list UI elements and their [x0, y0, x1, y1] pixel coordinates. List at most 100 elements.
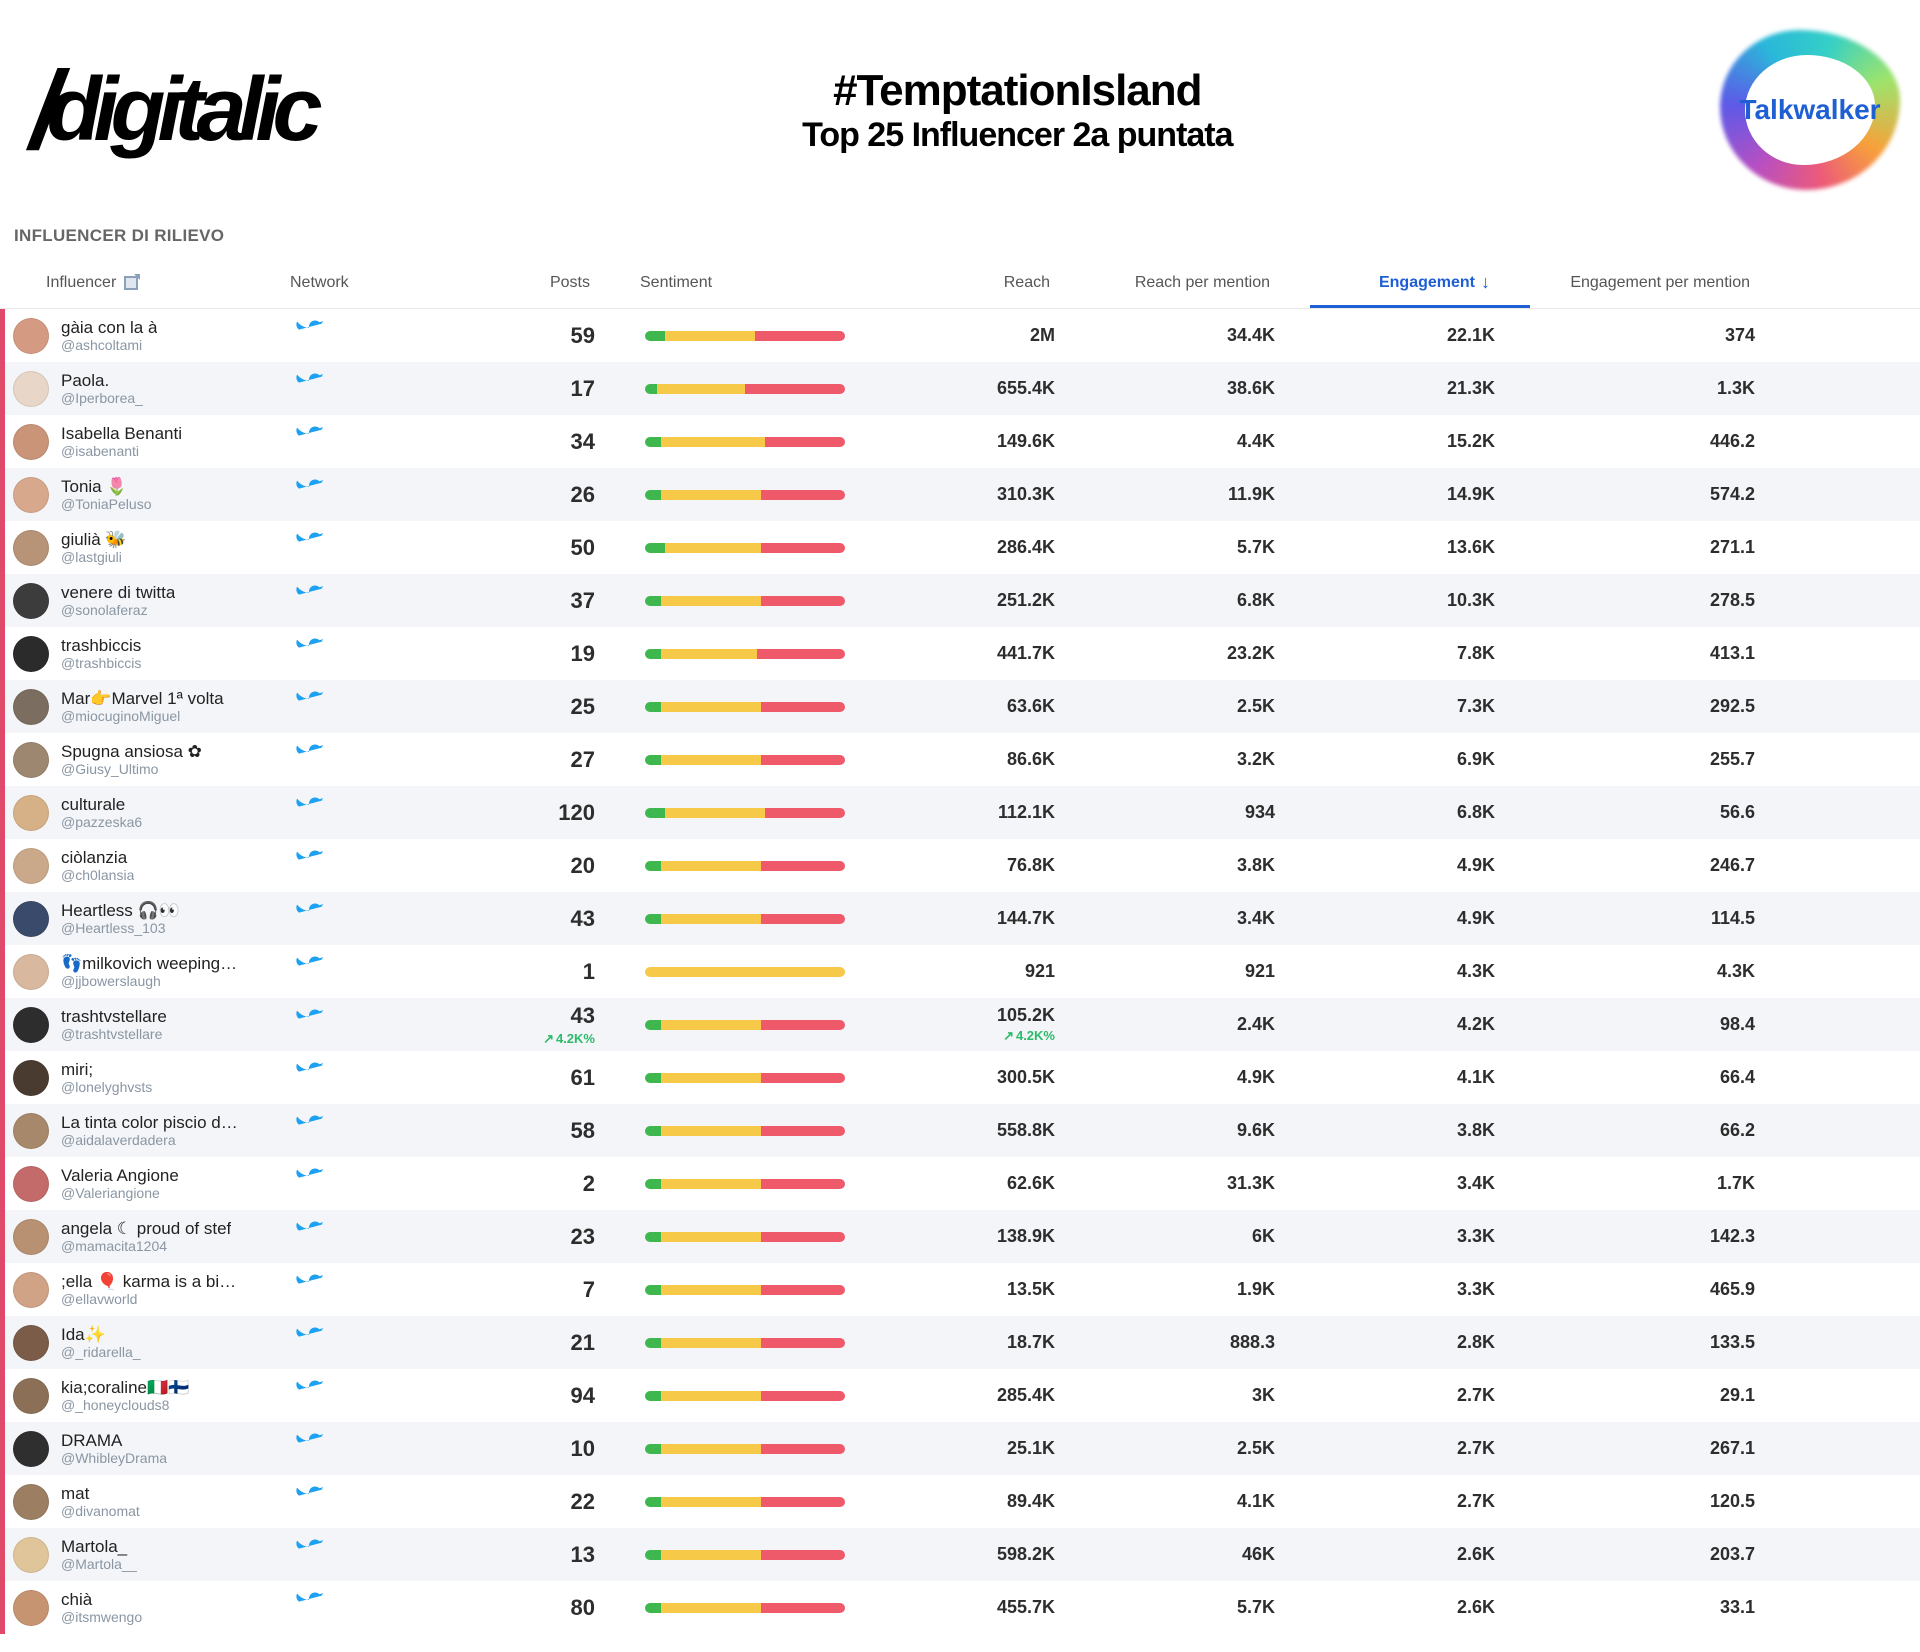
- table-row[interactable]: Mar👉Marvel 1ª volta @miocuginoMiguel 25 …: [0, 680, 1920, 733]
- reach-per-mention-value: 3K: [1095, 1385, 1315, 1406]
- table-row[interactable]: culturale @pazzeska6 120 112.1K 934 6.8K…: [0, 786, 1920, 839]
- engagement-per-mention-value: 292.5: [1535, 696, 1795, 717]
- col-engagement-sorted[interactable]: Engagement ↓: [1310, 272, 1530, 308]
- col-influencer[interactable]: Influencer: [0, 274, 280, 292]
- engagement-per-mention-value: 278.5: [1535, 590, 1795, 611]
- influencer-handle: @trashbiccis: [61, 655, 141, 671]
- avatar: [13, 477, 49, 513]
- table-row[interactable]: ciòlanzia @ch0lansia 20 76.8K 3.8K 4.9K …: [0, 839, 1920, 892]
- influencer-name: Mar👉Marvel 1ª volta: [61, 689, 224, 709]
- table-row[interactable]: angela ☾ proud of stef @mamacita1204 23 …: [0, 1210, 1920, 1263]
- engagement-per-mention-value: 574.2: [1535, 484, 1795, 505]
- engagement-value: 14.9K: [1315, 484, 1535, 505]
- influencer-name: 👣milkovich weeping…: [61, 954, 237, 974]
- table-row[interactable]: ;ella 🎈 karma is a bi… @ellavworld 7 13.…: [0, 1263, 1920, 1316]
- engagement-value: 10.3K: [1315, 590, 1535, 611]
- table-row[interactable]: miri; @lonelyghvsts 61 300.5K 4.9K 4.1K …: [0, 1051, 1920, 1104]
- engagement-per-mention-value: 374: [1535, 325, 1795, 346]
- engagement-per-mention-value: 246.7: [1535, 855, 1795, 876]
- col-engagement-per-mention[interactable]: Engagement per mention: [1530, 274, 1790, 292]
- posts-value: 22: [455, 1489, 635, 1515]
- influencer-name: Heartless 🎧👀: [61, 901, 180, 921]
- table-row[interactable]: DRAMA @WhibleyDrama 10 25.1K 2.5K 2.7K 2…: [0, 1422, 1920, 1475]
- influencer-name: Paola.: [61, 371, 143, 391]
- col-network[interactable]: Network: [280, 274, 450, 292]
- twitter-icon: [295, 1589, 325, 1627]
- sentiment-bar: [635, 1020, 895, 1030]
- table-row[interactable]: Ida✨ @_ridarella_ 21 18.7K 888.3 2.8K 13…: [0, 1316, 1920, 1369]
- table-row[interactable]: Isabella Benanti @isabenanti 34 149.6K 4…: [0, 415, 1920, 468]
- posts-value: 61: [455, 1065, 635, 1091]
- engagement-value: 3.8K: [1315, 1120, 1535, 1141]
- table-row[interactable]: mat @divanomat 22 89.4K 4.1K 2.7K 120.5: [0, 1475, 1920, 1528]
- table-row[interactable]: venere di twitta @sonolaferaz 37 251.2K …: [0, 574, 1920, 627]
- posts-delta: 4.2K%: [465, 1031, 595, 1047]
- sentiment-bar: [635, 1285, 895, 1295]
- avatar: [13, 689, 49, 725]
- influencer-name-block: culturale @pazzeska6: [61, 795, 142, 831]
- talkwalker-logo: Talkwalker: [1720, 30, 1900, 190]
- engagement-per-mention-value: 203.7: [1535, 1544, 1795, 1565]
- influencer-handle: @ashcoltami: [61, 337, 157, 353]
- influencer-name: trashbiccis: [61, 636, 141, 656]
- table-body: gàia con la à @ashcoltami 59 2M 34.4K 22…: [0, 309, 1920, 1634]
- avatar: [13, 1166, 49, 1202]
- table-row[interactable]: Martola_ @Martola__ 13 598.2K 46K 2.6K 2…: [0, 1528, 1920, 1581]
- col-posts[interactable]: Posts: [450, 274, 630, 292]
- reach-value: 455.7K: [895, 1597, 1095, 1618]
- posts-value: 434.2K%: [455, 1003, 635, 1047]
- reach-value: 86.6K: [895, 749, 1095, 770]
- twitter-icon: [295, 423, 325, 461]
- table-row[interactable]: trashtvstellare @trashtvstellare 434.2K%…: [0, 998, 1920, 1051]
- influencer-name-block: ciòlanzia @ch0lansia: [61, 848, 134, 884]
- engagement-value: 4.1K: [1315, 1067, 1535, 1088]
- influencer-name: miri;: [61, 1060, 152, 1080]
- col-sentiment[interactable]: Sentiment: [630, 274, 890, 292]
- influencer-name: Spugna ansiosa ✿: [61, 742, 202, 762]
- sentiment-bar: [635, 967, 895, 977]
- table-row[interactable]: giulià 🐝 @lastgiuli 50 286.4K 5.7K 13.6K…: [0, 521, 1920, 574]
- reach-per-mention-value: 6.8K: [1095, 590, 1315, 611]
- twitter-icon: [295, 847, 325, 885]
- influencer-handle: @divanomat: [61, 1503, 140, 1519]
- influencer-name: kia;coraline🇮🇹🇫🇮: [61, 1378, 189, 1398]
- sentiment-bar: [635, 914, 895, 924]
- avatar: [13, 1537, 49, 1573]
- twitter-icon: [295, 1112, 325, 1150]
- twitter-icon: [295, 1006, 325, 1044]
- influencer-name-block: venere di twitta @sonolaferaz: [61, 583, 175, 619]
- engagement-value: 4.2K: [1315, 1014, 1535, 1035]
- influencer-name-block: angela ☾ proud of stef @mamacita1204: [61, 1219, 231, 1255]
- reach-delta: 4.2K%: [905, 1028, 1055, 1044]
- sentiment-bar: [635, 384, 895, 394]
- table-row[interactable]: Heartless 🎧👀 @Heartless_103 43 144.7K 3.…: [0, 892, 1920, 945]
- engagement-per-mention-value: 1.3K: [1535, 378, 1795, 399]
- influencer-handle: @miocuginoMiguel: [61, 708, 224, 724]
- table-row[interactable]: Valeria Angione @Valeriangione 2 62.6K 3…: [0, 1157, 1920, 1210]
- table-row[interactable]: trashbiccis @trashbiccis 19 441.7K 23.2K…: [0, 627, 1920, 680]
- influencer-handle: @Heartless_103: [61, 920, 180, 936]
- table-row[interactable]: kia;coraline🇮🇹🇫🇮 @_honeyclouds8 94 285.4…: [0, 1369, 1920, 1422]
- avatar: [13, 318, 49, 354]
- col-reach-per-mention[interactable]: Reach per mention: [1090, 274, 1310, 292]
- posts-value: 23: [455, 1224, 635, 1250]
- table-row[interactable]: gàia con la à @ashcoltami 59 2M 34.4K 22…: [0, 309, 1920, 362]
- col-reach[interactable]: Reach: [890, 274, 1090, 292]
- influencer-name-block: Heartless 🎧👀 @Heartless_103: [61, 901, 180, 937]
- table-row[interactable]: La tinta color piscio d… @aidalaverdader…: [0, 1104, 1920, 1157]
- table-row[interactable]: chià @itsmwengo 80 455.7K 5.7K 2.6K 33.1: [0, 1581, 1920, 1634]
- table-row[interactable]: 👣milkovich weeping… @jjbowerslaugh 1 921…: [0, 945, 1920, 998]
- sentiment-bar: [635, 808, 895, 818]
- influencer-handle: @Iperborea_: [61, 390, 143, 406]
- table-row[interactable]: Spugna ansiosa ✿ @Giusy_Ultimo 27 86.6K …: [0, 733, 1920, 786]
- avatar: [13, 742, 49, 778]
- influencer-name-block: trashtvstellare @trashtvstellare: [61, 1007, 167, 1043]
- table-row[interactable]: Paola. @Iperborea_ 17 655.4K 38.6K 21.3K…: [0, 362, 1920, 415]
- table-row[interactable]: Tonia 🌷 @ToniaPeluso 26 310.3K 11.9K 14.…: [0, 468, 1920, 521]
- sentiment-bar: [635, 1391, 895, 1401]
- twitter-icon: [295, 900, 325, 938]
- influencer-name-block: La tinta color piscio d… @aidalaverdader…: [61, 1113, 238, 1149]
- reach-value: 441.7K: [895, 643, 1095, 664]
- influencer-handle: @WhibleyDrama: [61, 1450, 167, 1466]
- engagement-per-mention-value: 33.1: [1535, 1597, 1795, 1618]
